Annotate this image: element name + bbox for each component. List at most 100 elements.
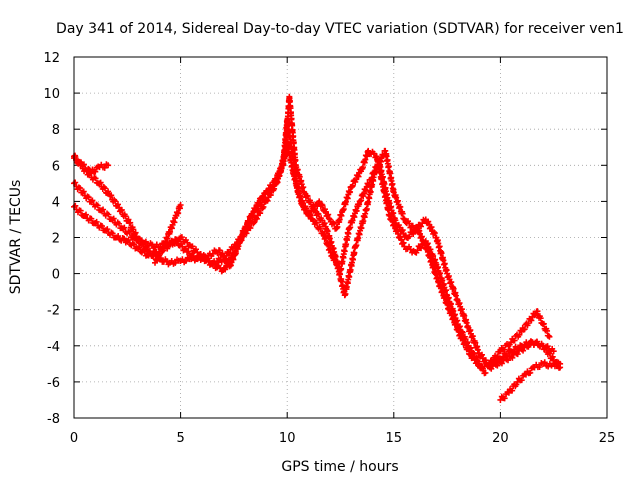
data-point	[177, 202, 184, 209]
data-point	[478, 351, 485, 358]
data-point	[520, 347, 527, 354]
y-tick-label: -4	[47, 340, 60, 355]
data-point	[118, 206, 125, 213]
data-point	[414, 247, 421, 254]
series-trace-4	[71, 154, 112, 176]
data-point	[142, 238, 149, 245]
data-point	[470, 353, 477, 360]
data-point	[115, 233, 122, 240]
data-point	[82, 211, 89, 218]
data-point	[72, 154, 79, 161]
data-point	[317, 225, 324, 232]
data-point	[110, 215, 117, 222]
series-trace-5	[152, 202, 184, 266]
data-point	[250, 220, 257, 227]
y-tick-label: 12	[43, 51, 60, 66]
data-point	[222, 266, 229, 273]
data-point	[85, 194, 92, 201]
data-point	[77, 207, 84, 214]
data-point	[525, 343, 532, 350]
data-point	[256, 200, 263, 207]
data-point	[557, 360, 564, 367]
data-point	[550, 348, 557, 355]
data-point	[315, 211, 322, 218]
data-point	[406, 233, 413, 240]
series-trace-6	[497, 359, 564, 403]
data-point	[271, 185, 278, 192]
data-point	[425, 218, 432, 225]
data-point	[247, 225, 254, 232]
data-point	[132, 233, 139, 240]
data-point	[518, 377, 525, 384]
data-point	[122, 213, 129, 220]
y-tick-label: 0	[52, 268, 60, 283]
data-point	[121, 224, 128, 231]
data-point	[475, 358, 482, 365]
data-point	[407, 246, 414, 253]
data-point	[172, 259, 179, 266]
data-point	[514, 351, 521, 358]
data-point	[94, 202, 101, 209]
data-point	[89, 197, 96, 204]
plot-frame	[73, 56, 608, 419]
data-point	[348, 183, 355, 190]
data-point	[431, 230, 438, 237]
data-point	[136, 244, 143, 251]
x-axis-label: GPS time / hours	[281, 459, 398, 475]
data-point	[264, 197, 271, 204]
y-tick-label: 4	[52, 195, 60, 210]
data-point	[100, 206, 107, 213]
data-point	[253, 215, 260, 222]
data-point	[108, 192, 115, 199]
y-tick-label: -2	[47, 304, 60, 319]
data-points	[71, 93, 564, 403]
data-point	[101, 164, 108, 171]
data-point	[399, 227, 406, 234]
data-point	[237, 238, 244, 245]
data-point	[536, 364, 543, 371]
series-trace-7	[486, 308, 553, 367]
data-point	[319, 202, 326, 209]
data-point	[501, 395, 508, 402]
data-point	[121, 235, 128, 242]
data-point	[112, 198, 119, 205]
data-point	[182, 257, 189, 264]
data-point	[528, 317, 535, 324]
data-point	[321, 220, 328, 227]
data-point	[549, 353, 556, 360]
data-point	[80, 188, 87, 195]
data-point	[141, 248, 148, 255]
data-point	[226, 250, 233, 257]
x-tick-label: 5	[176, 431, 184, 446]
data-point	[307, 199, 314, 206]
data-point	[192, 246, 199, 253]
data-point	[257, 210, 264, 217]
series-trace-3	[71, 93, 564, 372]
data-point	[349, 182, 356, 189]
data-point	[97, 179, 104, 186]
data-point	[511, 337, 518, 344]
data-point	[516, 331, 523, 338]
y-tick-label: 2	[52, 232, 60, 247]
data-point	[114, 201, 121, 208]
data-point	[313, 219, 320, 226]
data-point	[260, 203, 267, 210]
data-point	[546, 333, 553, 340]
data-point	[92, 175, 99, 182]
data-point	[105, 211, 112, 218]
x-tick-label: 15	[386, 431, 403, 446]
data-point	[310, 202, 317, 209]
data-point	[98, 223, 105, 230]
data-point	[326, 215, 333, 222]
data-point	[249, 212, 256, 219]
y-tick-label: 6	[52, 159, 60, 174]
data-point	[189, 243, 196, 250]
data-point	[130, 241, 137, 248]
data-point	[92, 168, 99, 175]
data-point	[546, 350, 553, 357]
data-point	[505, 357, 512, 364]
axis-ticks: 0 5 10 15 20 25 -8 -6 -4 -2 0 2 4 6 8 10 12	[43, 51, 615, 446]
x-tick-label: 25	[599, 431, 616, 446]
data-point	[125, 237, 132, 244]
data-point	[541, 359, 548, 366]
